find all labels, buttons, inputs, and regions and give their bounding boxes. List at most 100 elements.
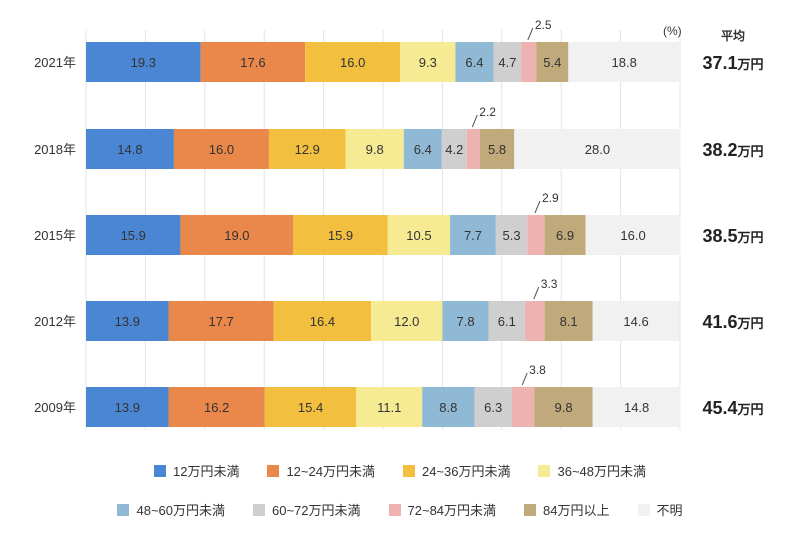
data-label: 9.8	[555, 400, 573, 415]
bar-segment	[86, 215, 181, 255]
legend-item: 12万円未満	[153, 461, 240, 480]
legend-swatch	[153, 464, 166, 477]
data-label: 4.2	[445, 142, 463, 157]
data-label: 16.0	[209, 142, 234, 157]
data-label: 6.1	[498, 314, 516, 329]
legend-row-2: 48~60万円未満 60~72万円未満 72~84万円未満 84万円以上 不明	[0, 500, 800, 519]
category-label: 2015年	[34, 228, 76, 243]
legend-item: 36~48万円未満	[538, 461, 646, 480]
data-label: 9.8	[366, 142, 384, 157]
legend-label: 48~60万円未満	[136, 503, 225, 518]
data-label: 2.9	[542, 191, 559, 205]
legend-swatch	[267, 464, 280, 477]
bar-segment	[345, 129, 404, 169]
bar-segment	[568, 42, 680, 82]
bar-segment	[592, 387, 681, 427]
bar-segment	[371, 301, 443, 341]
average-header: 平均	[721, 28, 745, 43]
legend-swatch	[253, 503, 265, 516]
legend-item: 12~24万円未満	[267, 461, 375, 480]
data-label: 14.8	[117, 142, 142, 157]
bar-segment	[536, 42, 569, 82]
data-label: 3.8	[529, 363, 546, 377]
data-label: 8.1	[560, 314, 578, 329]
legend-label: 24~36万円未満	[421, 464, 511, 479]
legend-label: 84万円以上	[543, 503, 610, 518]
legend-label: 12~24万円未満	[286, 464, 375, 479]
callout-line	[527, 27, 534, 41]
bar-segment	[450, 215, 496, 255]
bar-segment	[180, 215, 294, 255]
data-label: 18.8	[612, 55, 637, 70]
legend-label: 72~84万円未満	[407, 503, 497, 518]
data-label: 15.9	[121, 228, 146, 243]
data-label: 13.9	[115, 400, 140, 415]
bar-segment	[422, 387, 475, 427]
data-label: 6.4	[465, 55, 483, 70]
legend-swatch	[637, 503, 650, 516]
legend-swatch	[538, 464, 551, 477]
category-label: 2018年	[34, 142, 76, 157]
unit-label: (%)	[663, 24, 682, 38]
data-label: 6.9	[556, 228, 574, 243]
data-label: 14.8	[624, 400, 649, 415]
bar-segment	[305, 42, 401, 82]
category-label: 2009年	[34, 400, 76, 415]
legend-label: 不明	[656, 503, 683, 518]
data-label: 12.0	[394, 314, 419, 329]
legend-item: 24~36万円未満	[402, 461, 511, 480]
data-label: 4.7	[498, 55, 516, 70]
bar-segment	[86, 129, 174, 169]
bar-segment	[403, 129, 442, 169]
bar-segment	[400, 42, 456, 82]
bar-segment	[442, 301, 489, 341]
data-label: 14.6	[623, 314, 648, 329]
legend-item: 60~72万円未満	[253, 500, 361, 519]
data-label: 19.0	[224, 228, 249, 243]
data-label: 16.0	[340, 55, 365, 70]
bar-segment	[168, 387, 265, 427]
data-label: 8.8	[439, 400, 457, 415]
legend-item: 48~60万円未満	[117, 500, 225, 519]
bar-segment	[592, 301, 680, 341]
legend-label: 12万円未満	[172, 464, 240, 479]
legend-swatch	[524, 503, 537, 516]
bar-segment	[387, 215, 451, 255]
bar-segment	[441, 129, 467, 169]
bar-segment	[527, 215, 545, 255]
labels: 2021年 19.3 17.6 16.0 9.3 6.4 4.7 2.5 5.4 18.8 37.1…	[34, 18, 763, 418]
average-value: 37.1万円	[702, 53, 763, 73]
data-label: 6.4	[414, 142, 432, 157]
bar-segment	[474, 387, 512, 427]
bar-segment	[264, 387, 357, 427]
data-label: 7.7	[464, 228, 482, 243]
data-label: 10.5	[406, 228, 431, 243]
bar-segment	[488, 301, 525, 341]
legend-row-1: 12万円未満 12~24万円未満 24~36万円未満 36~48万円未満	[0, 461, 800, 480]
data-label: 5.3	[503, 228, 521, 243]
bar-segment	[455, 42, 494, 82]
bar-segment	[268, 129, 346, 169]
legend-item: 不明	[637, 500, 683, 519]
legend-label: 60~72万円未満	[272, 503, 361, 518]
data-label: 3.3	[541, 277, 558, 291]
bar-segment	[86, 42, 201, 82]
bar-segment	[293, 215, 388, 255]
data-label: 15.9	[328, 228, 353, 243]
data-label: 6.3	[484, 400, 502, 415]
data-label: 13.9	[115, 314, 140, 329]
data-label: 16.0	[620, 228, 645, 243]
data-label: 28.0	[585, 142, 610, 157]
average-value: 45.4万円	[702, 398, 763, 418]
data-label: 16.4	[310, 314, 335, 329]
bar-segment	[466, 129, 480, 169]
bar-segment	[585, 215, 681, 255]
bar-segment	[544, 215, 586, 255]
data-label: 11.1	[377, 400, 401, 415]
bar-segment	[479, 129, 515, 169]
data-label: 2.2	[479, 105, 496, 119]
bar-segment	[524, 301, 545, 341]
data-label: 7.8	[457, 314, 475, 329]
bar-segment	[534, 387, 593, 427]
